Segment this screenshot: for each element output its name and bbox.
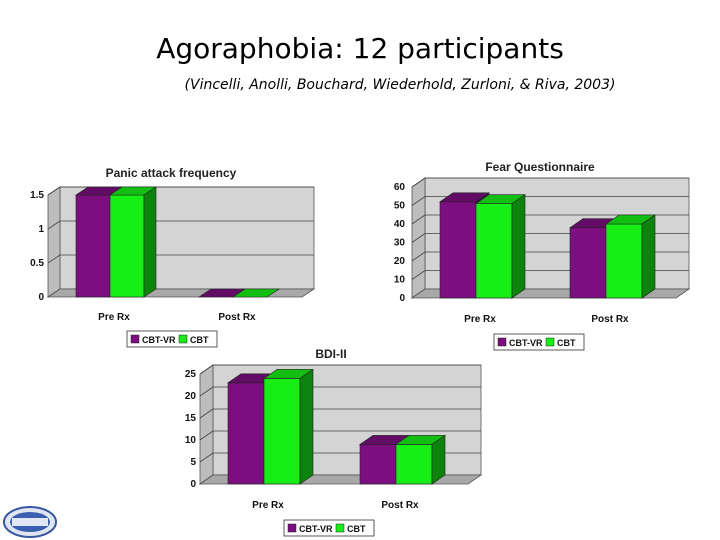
x-category-label: Pre Rx [464,314,496,325]
y-tick-label: 15 [185,413,197,424]
y-tick-label: 0 [399,293,405,304]
bar-cbt-vr-post-rx [569,227,607,299]
slide-subtitle: (Vincelli, Anolli, Bouchard, Wiederhold,… [184,77,616,93]
y-tick-label: 20 [394,256,406,267]
gridline [411,196,426,206]
x-category-label: Post Rx [218,312,256,323]
y-tick-label: 10 [394,275,406,286]
x-category-label: Post Rx [381,500,419,511]
gridline [411,251,426,262]
gridline [47,254,61,264]
legend-swatch [545,337,555,347]
bar-cbt-pre-rx [263,378,301,485]
bar-side-face [431,434,446,485]
bar-side-face [641,214,656,299]
gridline [47,220,61,230]
logo-icon [3,506,57,538]
y-tick-label: 25 [185,369,197,380]
bar-cbt-vr-pre-rx [75,194,111,298]
bar-cbt-vr-pre-rx [439,201,477,299]
chart-title: Fear Questionnaire [485,160,595,174]
chart-title: BDI-II [315,347,346,361]
y-tick-label: 0 [190,479,196,490]
x-category-label: Post Rx [591,314,629,325]
legend-label: CBT [557,338,576,348]
legend-swatch [287,523,297,533]
bar-side-face [143,186,157,298]
y-tick-label: 0.5 [30,258,44,269]
chart-legend: CBT-VR CBT [283,519,375,537]
plot-side-wall [199,364,214,485]
legend-swatch [178,334,188,344]
x-category-label: Pre Rx [252,500,284,511]
bar-side-face [299,368,314,485]
gridline [411,214,426,225]
bar-cbt-vr-pre-rx [227,382,265,485]
chart-title: Panic attack frequency [106,166,237,180]
bar-cbt-post-rx [605,223,643,299]
bar-cbt-pre-rx [475,203,513,299]
gridline [199,408,214,419]
y-tick-label: 30 [394,238,406,249]
bar-cbt-pre-rx [109,194,145,298]
legend-swatch [497,337,507,347]
gridline [47,186,61,196]
gridline [411,233,426,243]
gridline [411,270,426,280]
y-tick-label: 20 [185,391,197,402]
gridline [411,177,426,188]
legend-label: CBT-VR [509,338,543,348]
legend-label: CBT [347,524,366,534]
y-tick-label: 10 [185,435,197,446]
gridline [199,386,214,397]
chart-legend: CBT-VR CBT [126,330,218,348]
y-tick-label: 1 [38,224,44,235]
legend-swatch [335,523,345,533]
legend-swatch [130,334,140,344]
bar-cbt-vr-post-rx [359,444,397,485]
chart-legend: CBT-VR CBT [493,333,585,351]
y-tick-label: 1.5 [30,190,44,201]
y-tick-label: 60 [394,182,406,193]
bar-side-face [511,194,526,299]
chart-1: 0 0.5 1 1.5 Pre Rx Post Rx Panic attack freque… [30,166,316,348]
slide-title: Agoraphobia: 12 participants [156,32,564,65]
legend-label: CBT-VR [299,524,333,534]
bar-top-face [232,288,280,298]
chart-2: 0 10 20 30 40 50 60 Pre Rx Post Rx Fear Questionn… [394,160,691,351]
chart-3: 0 5 10 15 20 25 Pre Rx Post Rx BDI-II CBT-VR CBT [185,347,483,537]
legend-box [126,330,218,348]
legend-box [283,519,375,537]
plot-side-wall [47,186,61,298]
gridline [199,364,214,375]
legend-label: CBT-VR [142,335,176,345]
gridline [199,452,214,463]
y-tick-label: 40 [394,219,406,230]
legend-label: CBT [190,335,209,345]
y-tick-label: 50 [394,201,406,212]
y-tick-label: 0 [38,292,44,303]
y-tick-label: 5 [190,457,196,468]
x-category-label: Pre Rx [98,312,130,323]
gridline [199,430,214,441]
legend-box [493,333,585,351]
bar-cbt-post-rx [395,444,433,485]
